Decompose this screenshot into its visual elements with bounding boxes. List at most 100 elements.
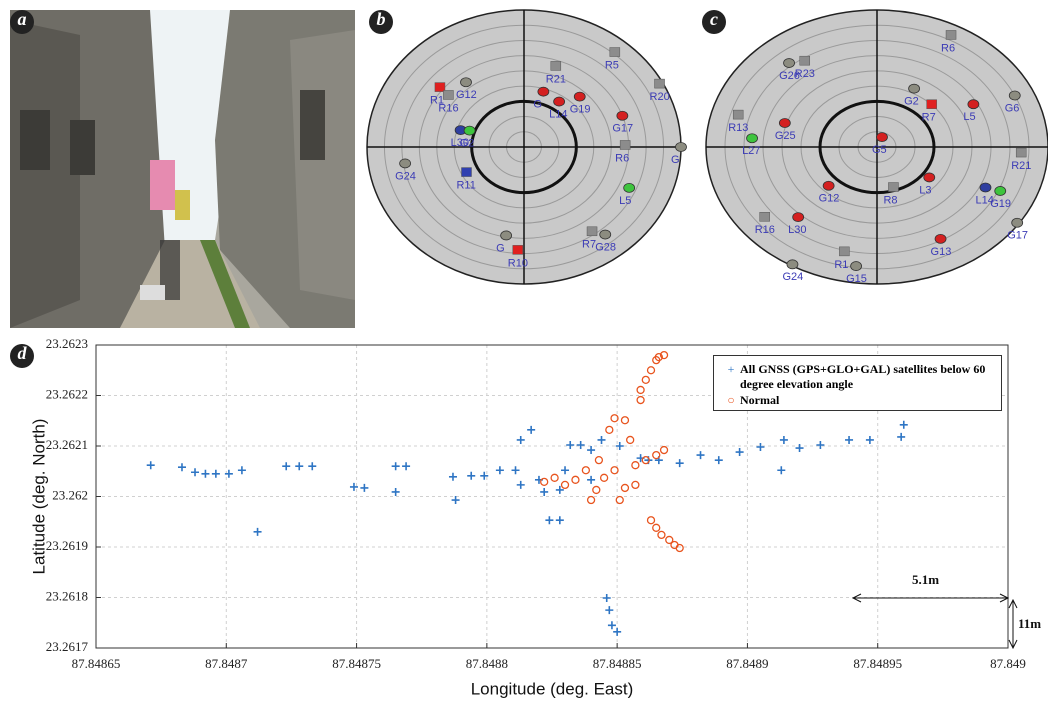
satellite-label: R8 xyxy=(883,194,897,206)
satellite-marker xyxy=(1012,218,1023,227)
x-tick-label: 87.84885 xyxy=(593,656,642,671)
x-tick-label: 87.84875 xyxy=(332,656,381,671)
satellite-label: R7 xyxy=(922,112,936,124)
satellite-marker xyxy=(620,140,630,149)
satellite-label: G25 xyxy=(775,130,796,142)
satellite-label: G15 xyxy=(846,273,867,285)
satellite-marker xyxy=(968,100,979,109)
satellite-marker xyxy=(924,173,935,182)
legend-entry: ○ Normal xyxy=(722,393,990,408)
satellite-label: R1 xyxy=(834,259,848,271)
satellite-label: G xyxy=(533,99,542,111)
x-tick-label: 87.84895 xyxy=(853,656,902,671)
satellite-label: R6 xyxy=(615,152,629,164)
satellite-label: G2 xyxy=(904,96,919,108)
satellite-label: L30 xyxy=(788,224,806,236)
satellite-marker xyxy=(464,126,475,135)
legend: + All GNSS (GPS+GLO+GAL) satellites belo… xyxy=(713,355,1002,411)
satellite-label: R11 xyxy=(456,179,475,191)
satellite-marker xyxy=(935,234,946,243)
satellite-marker xyxy=(587,227,597,236)
satellite-label: R21 xyxy=(1011,160,1031,172)
scale-arrow xyxy=(1009,600,1017,648)
x-tick-label: 87.8489 xyxy=(726,656,768,671)
satellite-label: L27 xyxy=(742,145,760,157)
satellite-label: G2 xyxy=(460,138,475,150)
y-tick-label: 23.2621 xyxy=(46,437,88,452)
satellite-marker xyxy=(787,260,798,269)
satellite-label: R5 xyxy=(605,59,619,71)
satellite-marker xyxy=(779,119,790,128)
satellite-marker xyxy=(733,110,743,119)
satellite-marker xyxy=(624,183,635,192)
satellite-marker xyxy=(760,212,770,221)
y-tick-label: 23.2619 xyxy=(46,538,88,553)
annotation: 5.1m xyxy=(912,572,939,588)
panel-label-text: c xyxy=(710,9,718,29)
satellite-marker xyxy=(823,181,834,190)
satellite-marker xyxy=(443,90,453,99)
satellite-label: G24 xyxy=(395,170,416,182)
satellite-label: G24 xyxy=(782,271,803,283)
satellite-label: R7 xyxy=(582,239,596,251)
satellite-marker xyxy=(839,247,849,256)
y-tick-label: 23.262 xyxy=(52,487,88,502)
legend-label: Normal xyxy=(740,393,990,408)
legend-label: All GNSS (GPS+GLO+GAL) satellites below … xyxy=(740,362,990,392)
satellite-marker xyxy=(461,78,472,87)
satellite-label: G5 xyxy=(872,144,887,156)
satellite-label: R10 xyxy=(508,257,528,269)
satellite-marker xyxy=(538,87,549,96)
satellite-label: L5 xyxy=(619,195,631,207)
satellite-label: G28 xyxy=(595,241,616,253)
satellite-marker xyxy=(927,100,937,109)
satellite-label: R20 xyxy=(650,91,670,103)
x-tick-label: 87.8488 xyxy=(466,656,508,671)
satellite-marker xyxy=(980,183,991,192)
satellite-marker xyxy=(747,134,758,143)
satellite-marker xyxy=(574,92,585,101)
satellite-label: R16 xyxy=(438,102,458,114)
satellite-marker xyxy=(600,230,611,239)
panel-label-text: d xyxy=(18,343,28,363)
annotation: 11m xyxy=(1018,616,1041,632)
satellite-label: R23 xyxy=(795,68,815,80)
satellite-label: G12 xyxy=(819,193,840,205)
satellite-label: G xyxy=(671,154,680,166)
satellite-label: L5 xyxy=(963,111,975,123)
satellite-marker xyxy=(501,231,512,240)
figure-canvas: R1R16G12R21R5R20GL14G19G17R6GL5L30G2R11G… xyxy=(0,0,1048,702)
satellite-marker xyxy=(513,245,523,254)
x-tick-label: 87.8487 xyxy=(205,656,248,671)
satellite-label: L3 xyxy=(919,184,931,196)
satellite-label: R13 xyxy=(728,122,748,134)
satellite-marker xyxy=(551,61,561,70)
y-tick-label: 23.2623 xyxy=(46,336,88,351)
panel-label-text: a xyxy=(18,9,27,29)
photo xyxy=(10,10,355,328)
x-axis-label: Longitude (deg. East) xyxy=(471,679,634,698)
satellite-marker xyxy=(610,48,620,57)
satellite-marker xyxy=(784,59,795,68)
satellite-marker xyxy=(888,183,898,192)
satellite-marker xyxy=(851,262,862,271)
satellite-label: R16 xyxy=(755,224,775,236)
legend-marker: + xyxy=(722,362,740,377)
satellite-marker xyxy=(793,213,804,222)
satellite-marker xyxy=(400,159,411,168)
satellite-label: L14 xyxy=(549,108,567,120)
satellite-marker xyxy=(554,97,565,106)
y-tick-label: 23.2622 xyxy=(46,386,88,401)
satellite-label: G19 xyxy=(570,104,591,116)
satellite-label: G17 xyxy=(1007,230,1028,242)
satellite-marker xyxy=(676,143,687,152)
satellite-marker xyxy=(876,133,887,142)
y-tick-label: 23.2618 xyxy=(46,588,88,603)
y-axis-label: Latitude (deg. North) xyxy=(29,419,48,575)
satellite-marker xyxy=(1009,91,1020,100)
satellite-label: G19 xyxy=(990,198,1011,210)
satellite-marker xyxy=(946,30,956,39)
satellite-marker xyxy=(995,186,1006,195)
satellite-marker xyxy=(1016,148,1026,157)
